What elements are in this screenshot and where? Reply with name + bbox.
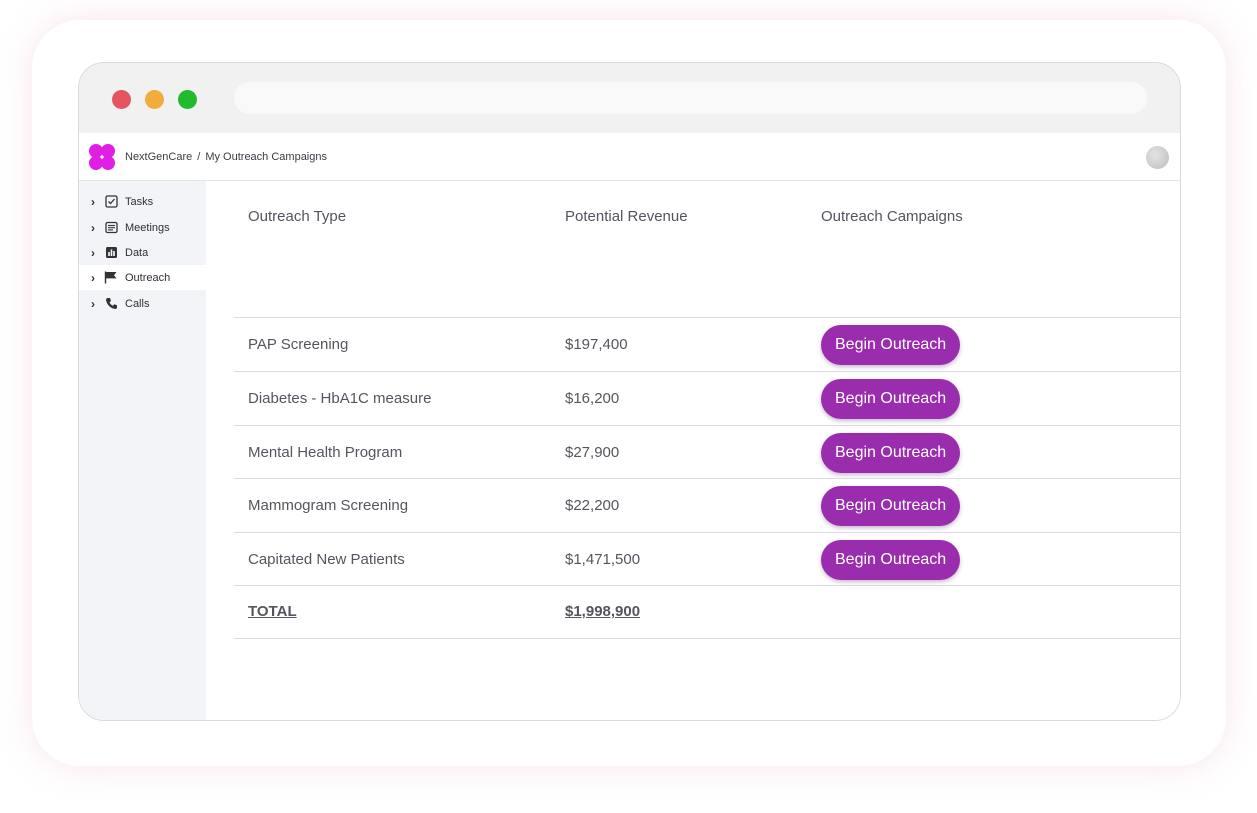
sidebar-item-label: Meetings <box>125 221 170 234</box>
sidebar-item-tasks[interactable]: › Tasks <box>79 189 206 214</box>
sidebar-item-calls[interactable]: › Calls <box>79 291 206 316</box>
revenue-cell: $16,200 <box>565 390 620 407</box>
total-label: TOTAL <box>248 603 297 620</box>
table-row: Diabetes - HbA1C measure $16,200 Begin O… <box>234 371 1180 425</box>
minimize-window-dot[interactable] <box>145 90 164 109</box>
chevron-right-icon: › <box>91 296 95 311</box>
sidebar-item-label: Outreach <box>125 271 171 284</box>
breadcrumb-separator: / <box>197 151 201 163</box>
begin-outreach-button[interactable]: Begin Outreach <box>821 379 961 419</box>
flag-icon <box>104 271 118 285</box>
chevron-right-icon: › <box>91 220 95 235</box>
avatar[interactable] <box>1146 146 1169 169</box>
outreach-type-cell: Mammogram Screening <box>248 497 409 514</box>
column-header-outreach-type: Outreach Type <box>248 208 347 225</box>
phone-icon <box>104 297 118 311</box>
maximize-window-dot[interactable] <box>178 90 197 109</box>
total-revenue: $1,998,900 <box>565 603 641 620</box>
outreach-type-cell: Capitated New Patients <box>248 551 405 568</box>
outreach-type-cell: Diabetes - HbA1C measure <box>248 390 432 407</box>
chevron-right-icon: › <box>91 194 95 209</box>
browser-titlebar <box>79 63 1180 133</box>
sidebar-item-label: Tasks <box>125 195 154 208</box>
close-window-dot[interactable] <box>112 90 131 109</box>
column-header-outreach-campaigns: Outreach Campaigns <box>821 208 963 225</box>
list-icon <box>104 221 118 235</box>
table-row: Capitated New Patients $1,471,500 Begin … <box>234 532 1180 586</box>
breadcrumb: NextGenCare / My Outreach Campaigns <box>125 151 327 163</box>
revenue-cell: $27,900 <box>565 444 620 461</box>
column-header-potential-revenue: Potential Revenue <box>565 208 688 225</box>
sidebar-item-meetings[interactable]: › Meetings <box>79 215 206 240</box>
checkbox-icon <box>104 195 118 209</box>
sidebar-item-outreach[interactable]: › Outreach <box>79 265 206 290</box>
breadcrumb-brand[interactable]: NextGenCare <box>125 151 193 163</box>
begin-outreach-button[interactable]: Begin Outreach <box>821 325 961 365</box>
revenue-cell: $1,471,500 <box>565 551 641 568</box>
outreach-type-cell: Mental Health Program <box>248 444 403 461</box>
chevron-right-icon: › <box>91 245 95 260</box>
app-header: NextGenCare / My Outreach Campaigns <box>79 133 1180 181</box>
browser-window: NextGenCare / My Outreach Campaigns › Task… <box>78 62 1181 721</box>
outreach-type-cell: PAP Screening <box>248 336 349 353</box>
outreach-table: Outreach Type Potential Revenue Outreach… <box>206 181 1180 720</box>
address-bar[interactable] <box>234 82 1147 114</box>
chevron-right-icon: › <box>91 270 95 285</box>
nextgencare-logo-icon <box>89 144 115 170</box>
sidebar-item-label: Data <box>125 246 149 259</box>
table-row: PAP Screening $197,400 Begin Outreach <box>234 317 1180 371</box>
sidebar-item-label: Calls <box>125 297 150 310</box>
bar-chart-icon <box>104 246 118 260</box>
sidebar-item-data[interactable]: › Data <box>79 240 206 265</box>
begin-outreach-button[interactable]: Begin Outreach <box>821 433 961 473</box>
total-row: TOTAL $1,998,900 <box>234 585 1180 639</box>
table-divider <box>234 638 1180 639</box>
begin-outreach-button[interactable]: Begin Outreach <box>821 540 961 580</box>
table-row: Mental Health Program $27,900 Begin Outr… <box>234 425 1180 479</box>
revenue-cell: $22,200 <box>565 497 620 514</box>
begin-outreach-button[interactable]: Begin Outreach <box>821 486 961 526</box>
revenue-cell: $197,400 <box>565 336 628 353</box>
breadcrumb-current-page: My Outreach Campaigns <box>205 151 327 163</box>
table-row: Mammogram Screening $22,200 Begin Outrea… <box>234 478 1180 532</box>
sidebar: › Tasks › Meetings › Data › Outreach <box>79 181 206 720</box>
